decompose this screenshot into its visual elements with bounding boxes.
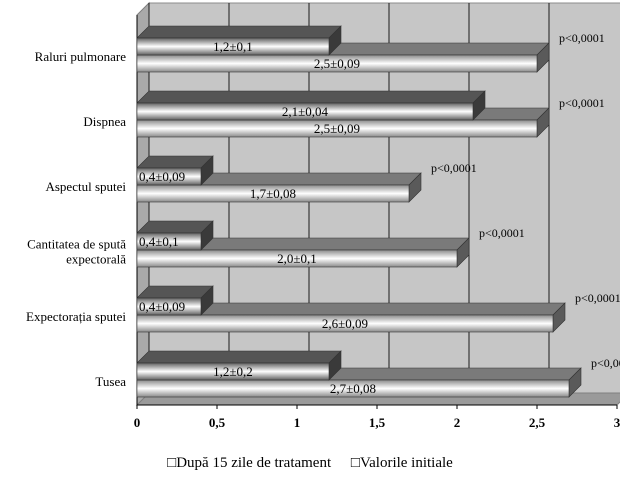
data-label-after: 0,4±0,1 [139, 234, 179, 249]
bar-after-treatment-top [136, 25, 342, 39]
plot-area: 0 0,5 1 1,5 2 2,5 3 Raluri pulmonare 1,2±0,1 2,5±… [26, 1, 620, 430]
data-label-initial: 2,7±0,08 [330, 381, 376, 396]
x-tick-label: 1,5 [369, 415, 386, 430]
p-value-annotation: p<0,0001 [559, 31, 605, 45]
legend: □După 15 zile de tratament □Valorile ini… [0, 455, 620, 472]
p-value-annotation: p<0,0001 [559, 96, 605, 110]
data-label-after: 2,1±0,04 [282, 104, 329, 119]
legend-item-after: □După 15 zile de tratament [167, 455, 331, 472]
bar-initial [136, 379, 570, 398]
data-label-initial: 2,5±0,09 [314, 56, 360, 71]
x-tick-label: 0 [134, 415, 141, 430]
data-label-after: 1,2±0,2 [213, 364, 253, 379]
bar-after-treatment [136, 102, 474, 121]
bar-initial [136, 249, 458, 268]
x-tick-label: 0,5 [209, 415, 226, 430]
bar-after-treatment-top [136, 350, 342, 364]
bar-chart: 0 0,5 1 1,5 2 2,5 3 Raluri pulmonare 1,2±0,1 2,5±… [26, 1, 620, 430]
data-label-after: 1,2±0,1 [213, 39, 253, 54]
data-label-initial: 1,7±0,08 [250, 186, 296, 201]
legend-label-initial: □Valorile initiale [350, 455, 453, 471]
x-tick-label: 1 [294, 415, 301, 430]
legend-item-initial: □Valorile initiale [351, 455, 453, 472]
data-label-after: 0,4±0,09 [139, 299, 185, 314]
bar-after-treatment-top [136, 220, 214, 234]
legend-label-after: □După 15 zile de tratament [167, 455, 332, 471]
category-label: Dispnea [83, 114, 126, 129]
data-label-initial: 2,5±0,09 [314, 121, 360, 136]
x-tick-label: 2,5 [529, 415, 546, 430]
data-label-initial: 2,0±0,1 [277, 251, 317, 266]
p-value-annotation: p<0,0001 [431, 161, 477, 175]
bar-after-treatment [136, 232, 202, 251]
category-label: Raluri pulmonare [35, 49, 127, 64]
bar-initial [136, 314, 554, 333]
bar-initial [136, 54, 538, 73]
data-label-after: 0,4±0,09 [139, 169, 185, 184]
bar-after-treatment [136, 37, 330, 56]
bar-after-treatment-top [136, 285, 214, 299]
bar-after-treatment [136, 167, 202, 186]
category-label: Tusea [95, 374, 126, 389]
p-value-annotation: p<0,000 [591, 356, 620, 370]
bar-initial [136, 184, 410, 203]
x-tick-label: 2 [454, 415, 461, 430]
p-value-annotation: p<0,0001 [575, 291, 620, 305]
category-label: Expectorația sputei [26, 309, 126, 324]
bar-after-treatment [136, 297, 202, 316]
category-label: Aspectul sputei [45, 179, 126, 194]
category-label: expectorală [66, 252, 126, 267]
x-tick-label: 3 [614, 415, 620, 430]
bar-after-treatment-top [136, 155, 214, 169]
p-value-annotation: p<0,0001 [479, 226, 525, 240]
category-label: Cantitatea de spută [27, 237, 126, 252]
bar-after-treatment-top [136, 90, 486, 104]
bar-after-treatment [136, 362, 330, 381]
data-label-initial: 2,6±0,09 [322, 316, 368, 331]
